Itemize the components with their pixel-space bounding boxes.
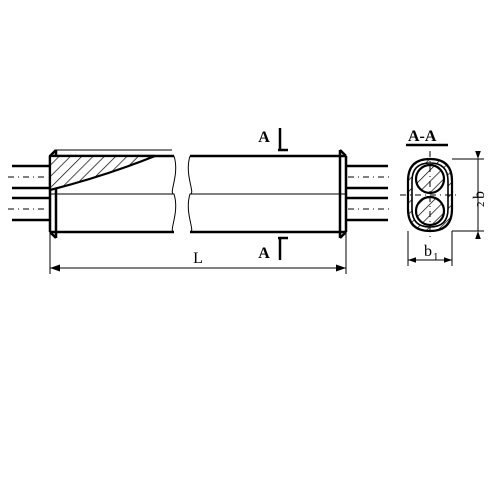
svg-text:1: 1	[433, 251, 439, 263]
cutaway-hatch	[50, 156, 155, 190]
dim-L-label: L	[193, 250, 203, 267]
dim-b2-label: b	[471, 191, 488, 199]
section-mark-top: A	[258, 129, 270, 146]
svg-text:2: 2	[475, 202, 487, 208]
section-title: A-A	[408, 128, 437, 145]
dim-b1-label: b	[424, 243, 432, 260]
section-mark-bot: A	[258, 245, 270, 262]
